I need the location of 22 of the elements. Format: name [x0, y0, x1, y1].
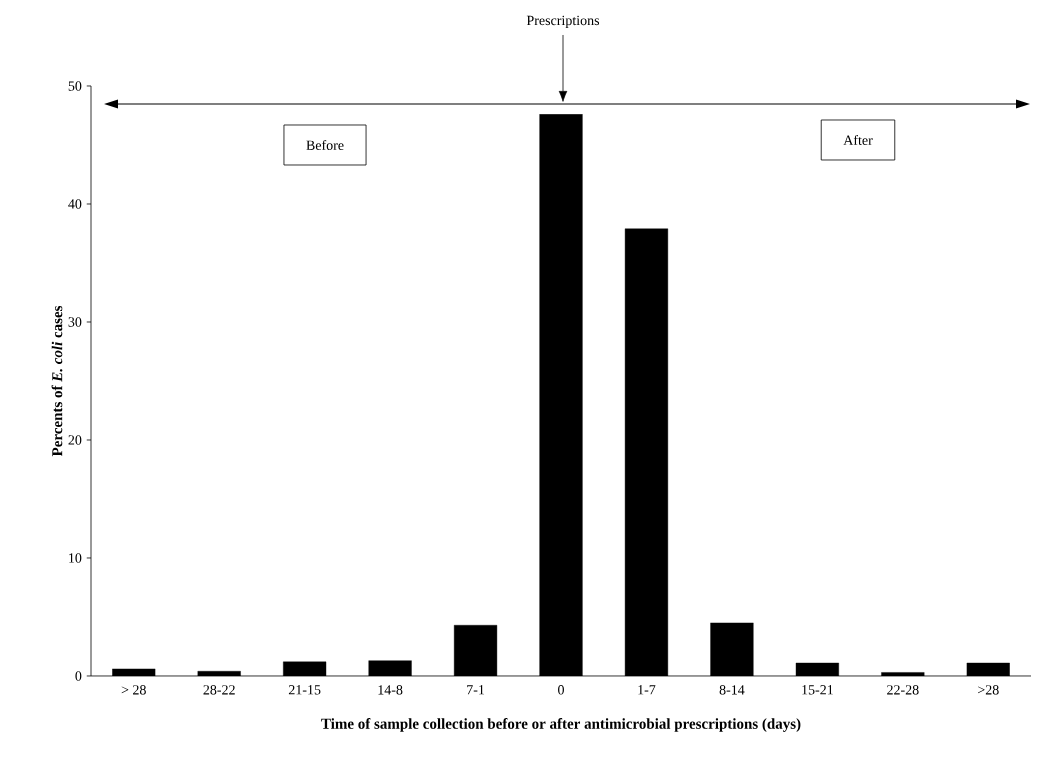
- x-tick-label: >28: [978, 685, 999, 695]
- y-tick-label: 30: [68, 317, 82, 327]
- x-tick-label: 7-1: [467, 685, 485, 695]
- x-tick-label: 15-21: [802, 685, 833, 695]
- x-tick-label: 22-28: [887, 685, 919, 695]
- text: Prescriptions: [526, 15, 600, 28]
- annotation: Before: [306, 139, 344, 150]
- y-tick-label: 20: [68, 435, 82, 445]
- y-tick-label: 10: [69, 553, 82, 563]
- y-tick-label: 50: [68, 81, 82, 91]
- x-tick-label: 28-22: [203, 685, 235, 695]
- y-axis-title: Percents of E. coli cases: [51, 305, 63, 457]
- x-tick-label: 8-14: [719, 685, 745, 695]
- x-tick-label: 14-8: [378, 685, 403, 695]
- x-axis-title: Time of sample collection before or after antimicrobial prescriptions (days): [321, 718, 801, 732]
- y-tick-label: 40: [68, 199, 82, 209]
- x-tick-label: 0: [558, 685, 564, 695]
- x-tick-label: > 28: [121, 685, 146, 695]
- annotation: After: [843, 134, 873, 145]
- x-tick-label: 1-7: [638, 685, 656, 695]
- x-tick-label: 21-15: [288, 685, 321, 695]
- y-tick-label: 0: [75, 671, 82, 681]
